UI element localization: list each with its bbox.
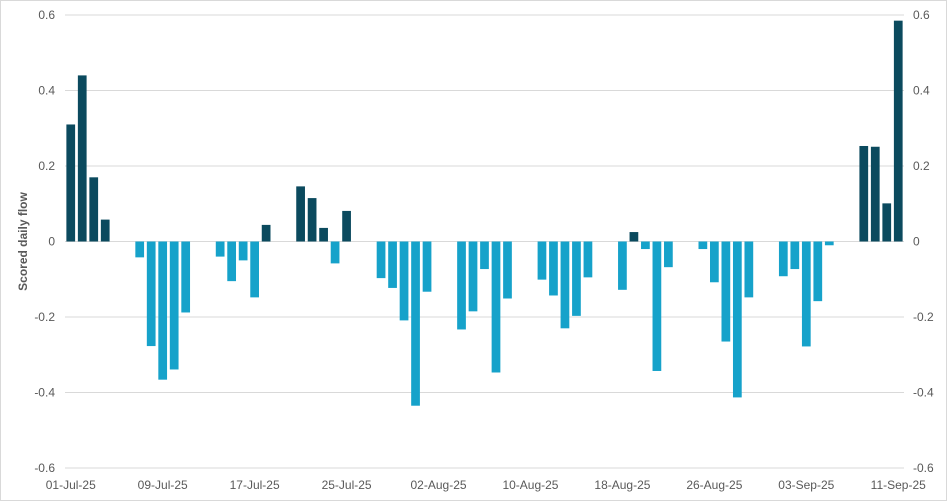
bar — [721, 241, 731, 342]
x-tick-label: 26-Aug-25 — [686, 478, 742, 492]
bar — [813, 241, 823, 302]
x-tick-label: 11-Sep-25 — [871, 478, 926, 492]
bar — [146, 241, 156, 347]
bar — [215, 241, 225, 257]
bar — [376, 241, 386, 279]
bar — [77, 75, 87, 242]
bar — [169, 241, 179, 370]
bar — [227, 241, 237, 282]
x-tick-label: 01-Jul-25 — [46, 478, 96, 492]
y-tick-label: -0.6 — [34, 461, 55, 475]
x-tick-label: 18-Aug-25 — [594, 478, 650, 492]
bar — [652, 241, 662, 371]
bar — [100, 219, 110, 242]
bar — [744, 241, 754, 298]
y-axis-title: Scored daily flow — [16, 191, 30, 290]
y2-tick-label: 0.2 — [913, 159, 930, 173]
y-tick-label: 0.6 — [38, 8, 55, 22]
bar — [388, 241, 397, 288]
x-tick-label: 09-Jul-25 — [138, 478, 188, 492]
bar — [399, 241, 409, 321]
bar — [250, 241, 259, 298]
y-axis-left: 0.6 0.4 0.2 0 -0.2 -0.4 -0.6 — [34, 8, 55, 475]
bar — [859, 145, 869, 242]
x-tick-label: 25-Jul-25 — [322, 478, 372, 492]
y2-tick-label: 0 — [913, 235, 920, 249]
bar — [319, 227, 328, 242]
bar — [824, 241, 834, 246]
bar — [296, 186, 305, 242]
bar — [261, 224, 271, 242]
bar — [641, 241, 650, 250]
x-tick-label: 10-Aug-25 — [502, 478, 558, 492]
bar — [422, 241, 432, 292]
bar — [801, 241, 811, 347]
bar — [710, 241, 719, 283]
bar — [342, 210, 351, 242]
y2-tick-label: -0.4 — [913, 386, 934, 400]
bar — [572, 241, 581, 316]
x-tick-label: 03-Sep-25 — [778, 478, 834, 492]
bar — [778, 241, 788, 277]
bar — [135, 241, 145, 258]
bar — [238, 241, 248, 261]
bar — [870, 146, 880, 242]
y2-tick-label: -0.6 — [913, 461, 934, 475]
y-tick-label: -0.4 — [34, 386, 55, 400]
x-tick-label: 02-Aug-25 — [411, 478, 467, 492]
bars — [66, 20, 903, 406]
bar — [66, 124, 76, 242]
bar — [491, 241, 501, 373]
bar — [503, 241, 512, 299]
bar — [893, 20, 903, 242]
bar — [181, 241, 191, 313]
bar — [468, 241, 478, 312]
bar — [411, 241, 420, 406]
bar — [89, 177, 99, 242]
y-axis-right: 0.6 0.4 0.2 0 -0.2 -0.4 -0.6 — [913, 8, 934, 475]
bar — [537, 241, 547, 280]
bar — [307, 198, 317, 242]
y2-tick-label: 0.6 — [913, 8, 930, 22]
bar — [330, 241, 340, 264]
y-tick-label: 0.4 — [38, 84, 55, 98]
bar — [480, 241, 489, 270]
y2-tick-label: 0.4 — [913, 84, 930, 98]
bar — [549, 241, 558, 296]
gridlines — [65, 14, 904, 469]
y2-tick-label: -0.2 — [913, 310, 934, 324]
bar — [790, 241, 800, 270]
bar — [583, 241, 593, 278]
x-axis: 01-Jul-25 09-Jul-25 17-Jul-25 25-Jul-25 02-A… — [46, 478, 926, 492]
y-tick-label: -0.2 — [34, 310, 55, 324]
bar — [882, 203, 892, 242]
x-tick-label: 17-Jul-25 — [230, 478, 280, 492]
bar — [732, 241, 742, 398]
y-tick-label: 0.2 — [38, 159, 55, 173]
bar — [664, 241, 673, 268]
bar — [158, 241, 168, 380]
bar — [698, 241, 708, 250]
y-tick-label: 0 — [48, 235, 55, 249]
bar — [629, 232, 639, 242]
bar — [560, 241, 570, 329]
bar — [618, 241, 627, 290]
bar — [457, 241, 466, 330]
